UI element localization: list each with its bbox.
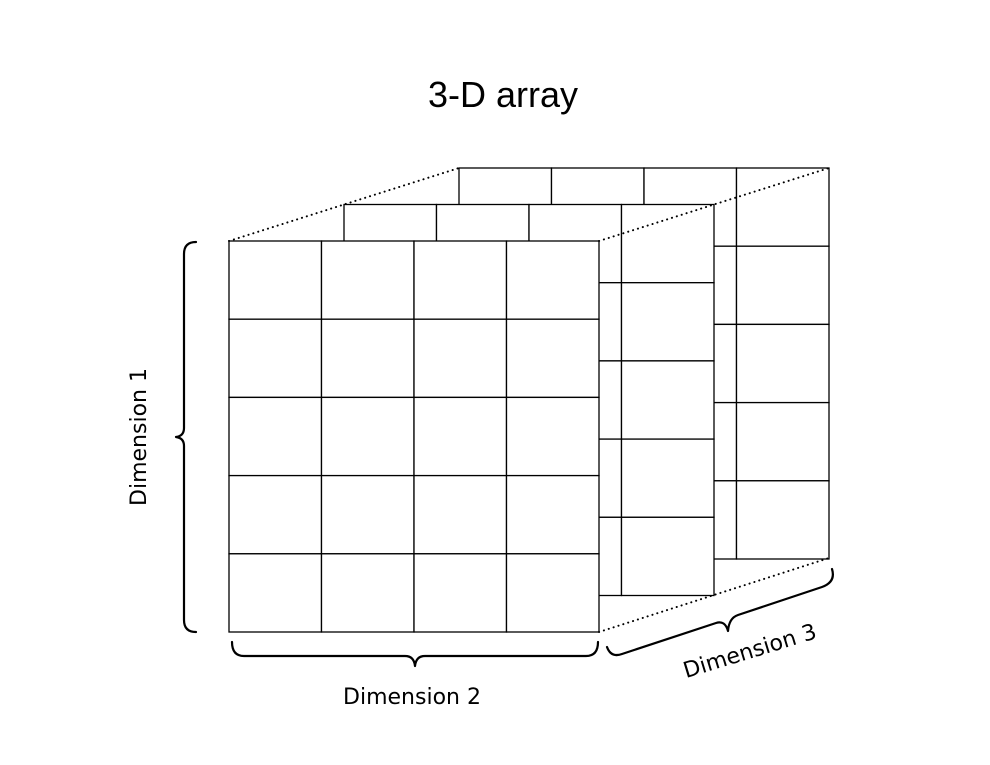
array-cell xyxy=(620,282,715,362)
array-cell xyxy=(320,396,415,477)
array-cell xyxy=(413,396,508,477)
array-cell xyxy=(735,480,830,560)
bottom-right-edge xyxy=(598,557,830,633)
array-cell xyxy=(505,240,600,320)
array-cell xyxy=(735,167,830,247)
dimension2-label: Dimension 2 xyxy=(343,685,481,710)
array-cell xyxy=(735,245,830,326)
top-right-edge xyxy=(598,167,830,242)
dimension1-label: Dimension 1 xyxy=(127,368,152,506)
array-cell xyxy=(735,323,830,404)
array-cell xyxy=(505,553,600,633)
array-cell xyxy=(505,318,600,399)
dimension2-brace xyxy=(230,640,600,668)
array-cell xyxy=(228,318,323,399)
perspective-edges xyxy=(228,167,830,633)
dimension3-brace xyxy=(605,567,834,657)
array-cell xyxy=(228,240,323,320)
diagram-title: 3-D array xyxy=(428,74,578,115)
array-cell xyxy=(320,553,415,633)
array-cell xyxy=(620,360,715,440)
array-cell xyxy=(620,438,715,518)
dimension3-label: Dimension 3 xyxy=(680,620,819,684)
array-layer-1 xyxy=(228,240,600,633)
array-cell xyxy=(228,553,323,633)
array-cell xyxy=(505,474,600,555)
array-cell xyxy=(320,240,415,320)
array-cell xyxy=(228,474,323,555)
array-cell xyxy=(413,318,508,399)
array-cell xyxy=(620,516,715,597)
array-cell xyxy=(228,396,323,477)
array-cell xyxy=(505,396,600,477)
array-cell xyxy=(413,240,508,320)
array-cell xyxy=(320,474,415,555)
array-cell xyxy=(320,318,415,399)
top-left-edge xyxy=(228,167,460,242)
dimension1-brace xyxy=(174,240,198,634)
array-cell xyxy=(735,401,830,482)
array-cell xyxy=(413,474,508,555)
array-cell xyxy=(413,553,508,633)
array-cell xyxy=(620,203,715,284)
array-layers xyxy=(228,167,830,633)
